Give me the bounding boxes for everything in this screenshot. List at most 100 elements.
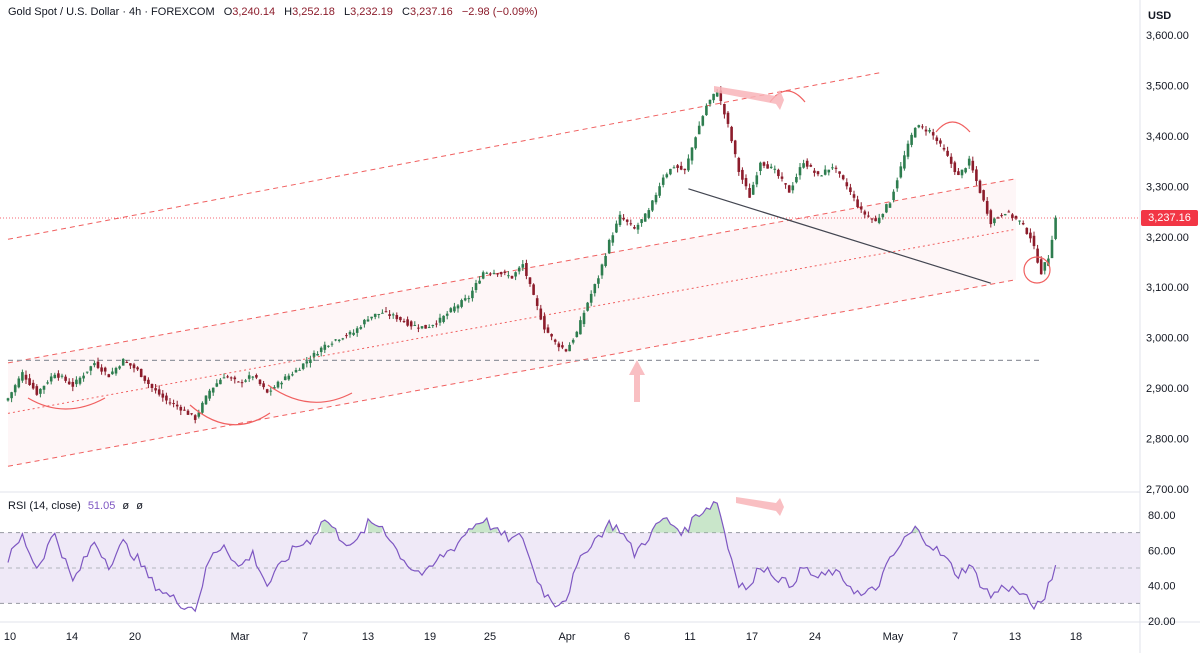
candle-body[interactable]: [111, 371, 114, 375]
candle-body[interactable]: [978, 180, 982, 193]
candle-body[interactable]: [935, 137, 939, 142]
candle-body[interactable]: [971, 160, 975, 171]
candle-body[interactable]: [384, 311, 388, 313]
candle-body[interactable]: [579, 320, 582, 335]
candle-body[interactable]: [413, 325, 417, 327]
candle-body[interactable]: [762, 162, 766, 166]
candle-body[interactable]: [431, 325, 435, 327]
candle-body[interactable]: [651, 200, 654, 211]
candle-body[interactable]: [996, 217, 1000, 219]
candle-body[interactable]: [586, 302, 589, 311]
candle-body[interactable]: [874, 218, 877, 222]
candle-body[interactable]: [366, 319, 370, 322]
candle-body[interactable]: [215, 383, 219, 387]
candle-body[interactable]: [193, 415, 197, 420]
candle-body[interactable]: [906, 143, 910, 157]
candle-body[interactable]: [114, 367, 118, 374]
candle-body[interactable]: [1039, 259, 1043, 275]
candle-body[interactable]: [499, 272, 503, 275]
candle-body[interactable]: [269, 390, 273, 392]
candle-body[interactable]: [921, 126, 924, 128]
candle-body[interactable]: [561, 345, 564, 348]
candle-body[interactable]: [64, 376, 67, 381]
candle-body[interactable]: [510, 275, 514, 279]
candle-body[interactable]: [251, 376, 255, 378]
candle-body[interactable]: [798, 167, 802, 176]
candle-body[interactable]: [319, 347, 323, 353]
candle-body[interactable]: [348, 331, 352, 335]
candle-body[interactable]: [535, 298, 539, 306]
candle-body[interactable]: [726, 112, 730, 124]
candle-body[interactable]: [75, 379, 78, 385]
candle-body[interactable]: [568, 344, 571, 352]
candle-body[interactable]: [557, 343, 561, 348]
candle-body[interactable]: [377, 313, 381, 315]
rsi-line[interactable]: [7, 501, 1057, 613]
candle-body[interactable]: [121, 358, 125, 366]
candle-body[interactable]: [13, 385, 17, 393]
candle-body[interactable]: [93, 363, 96, 366]
candle-body[interactable]: [24, 374, 28, 380]
candle-body[interactable]: [1025, 227, 1029, 234]
candle-body[interactable]: [204, 395, 208, 405]
candle-body[interactable]: [435, 323, 438, 325]
candle-body[interactable]: [301, 363, 305, 369]
candle-body[interactable]: [989, 210, 993, 225]
candle-body[interactable]: [1011, 214, 1014, 218]
currency-label[interactable]: USD: [1148, 10, 1172, 22]
candle-body[interactable]: [532, 284, 535, 295]
candle-body[interactable]: [53, 374, 57, 379]
price-axis[interactable]: 3,600.00 3,500.00 3,400.00 3,300.00 3,200.00…: [1146, 30, 1189, 496]
candle-body[interactable]: [129, 363, 132, 366]
candle-body[interactable]: [683, 168, 687, 171]
channel-line-middle[interactable]: [7, 228, 1017, 414]
candle-body[interactable]: [1050, 239, 1054, 259]
candle-body[interactable]: [330, 343, 334, 345]
candle-body[interactable]: [219, 379, 222, 385]
candle-body[interactable]: [287, 375, 291, 380]
candle-body[interactable]: [60, 375, 64, 377]
candle-body[interactable]: [312, 352, 316, 357]
candle-body[interactable]: [658, 186, 661, 196]
candle-body[interactable]: [305, 361, 309, 364]
candle-body[interactable]: [838, 171, 841, 174]
candle-body[interactable]: [399, 316, 402, 321]
candle-body[interactable]: [737, 158, 741, 172]
candle-body[interactable]: [370, 316, 373, 319]
candle-body[interactable]: [481, 272, 485, 279]
candle-body[interactable]: [777, 169, 780, 177]
candle-body[interactable]: [618, 214, 622, 225]
candle-body[interactable]: [795, 177, 798, 183]
candle-body[interactable]: [820, 175, 823, 177]
candle-body[interactable]: [417, 327, 420, 329]
candle-body[interactable]: [694, 137, 697, 149]
candle-body[interactable]: [57, 373, 60, 378]
candle-body[interactable]: [654, 194, 658, 203]
candle-body[interactable]: [661, 177, 665, 185]
candle-body[interactable]: [697, 125, 701, 135]
candle-body[interactable]: [809, 165, 813, 167]
symbol-header[interactable]: Gold Spot / U.S. Dollar · 4h · FOREXCOM …: [8, 6, 538, 18]
candle-body[interactable]: [715, 92, 719, 97]
candle-body[interactable]: [949, 156, 953, 164]
candle-body[interactable]: [633, 227, 636, 229]
candle-body[interactable]: [449, 308, 453, 313]
candle-body[interactable]: [823, 169, 827, 175]
candle-body[interactable]: [712, 93, 715, 101]
candle-body[interactable]: [233, 377, 237, 380]
candle-body[interactable]: [190, 413, 193, 415]
candle-body[interactable]: [35, 386, 39, 395]
candle-body[interactable]: [870, 218, 874, 220]
candle-body[interactable]: [730, 126, 733, 142]
candle-body[interactable]: [46, 382, 49, 384]
candle-body[interactable]: [611, 235, 615, 243]
candle-body[interactable]: [471, 290, 474, 299]
channel-line-upper[interactable]: [7, 72, 880, 240]
candle-body[interactable]: [172, 403, 175, 405]
candle-body[interactable]: [107, 374, 111, 378]
candle-body[interactable]: [582, 312, 586, 325]
candle-body[interactable]: [957, 171, 960, 176]
candle-body[interactable]: [82, 375, 85, 379]
candle-body[interactable]: [550, 333, 553, 337]
candle-body[interactable]: [748, 187, 751, 198]
